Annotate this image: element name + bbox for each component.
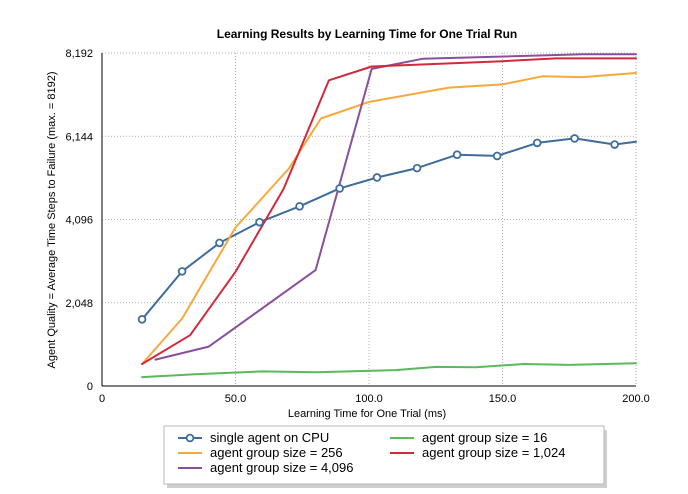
axes xyxy=(101,53,636,387)
series-point-0 xyxy=(532,138,542,148)
series-point-0 xyxy=(137,315,147,324)
y-tick-label: 0 xyxy=(87,381,93,393)
series-point-0 xyxy=(177,267,187,276)
chart-title: Learning Results by Learning Time for On… xyxy=(217,27,518,41)
series-point-0 xyxy=(372,173,382,182)
series-line-0 xyxy=(141,137,637,321)
series-point-0 xyxy=(492,151,502,161)
legend-label: agent group size = 16 xyxy=(422,430,547,445)
legend-label: agent group size = 4,096 xyxy=(210,460,353,475)
legend-label: agent group size = 1,024 xyxy=(422,445,565,460)
tick-labels: 0 50.0 100.0 150.0 200.0 0 2,048 4,096 6,144 8,19… xyxy=(65,48,649,405)
y-axis-label: Agent Quality = Average Time Steps to Fa… xyxy=(46,72,58,369)
x-tick-label: 200.0 xyxy=(622,393,650,405)
grid-lines xyxy=(102,52,637,386)
series-line-1 xyxy=(141,362,637,379)
series-point-0 xyxy=(335,184,344,193)
legend-marker xyxy=(185,433,195,443)
y-tick-label: 4,096 xyxy=(65,215,93,227)
legend-label: single agent on CPU xyxy=(210,430,329,445)
series-line-3 xyxy=(154,53,637,361)
x-tick-label: 150.0 xyxy=(489,393,517,405)
series-point-0 xyxy=(610,140,619,149)
y-tick-label: 2,048 xyxy=(65,298,93,310)
x-tick-label: 50.0 xyxy=(225,393,246,405)
series-point-0 xyxy=(570,134,579,143)
series-point-0 xyxy=(215,238,224,248)
series-point-0 xyxy=(255,217,264,227)
legend-box xyxy=(163,425,605,485)
x-tick-label: 100.0 xyxy=(355,393,383,405)
legend-label: agent group size = 256 xyxy=(210,445,343,460)
legend: single agent on CPU agent group size = 16… xyxy=(163,425,607,488)
series-line-4 xyxy=(141,57,637,365)
y-tick-label: 6,144 xyxy=(65,131,93,143)
series-point-0 xyxy=(295,202,304,211)
y-tick-label: 8,192 xyxy=(65,48,93,60)
series-point-0 xyxy=(452,150,462,160)
x-axis-label: Learning Time for One Trial (ms) xyxy=(288,408,446,420)
series-point-0 xyxy=(412,163,422,173)
series-line-2 xyxy=(141,72,637,365)
data-series xyxy=(137,53,637,379)
x-tick-label: 0 xyxy=(99,393,105,405)
